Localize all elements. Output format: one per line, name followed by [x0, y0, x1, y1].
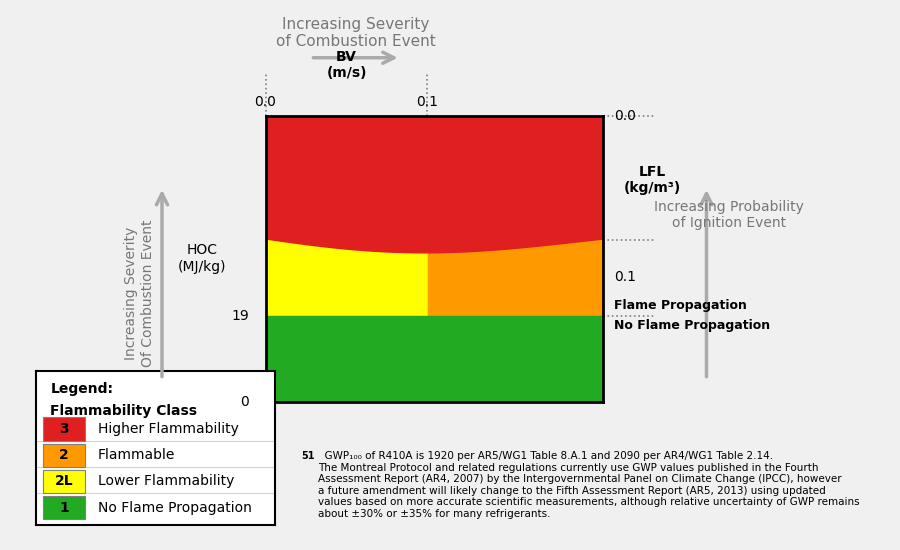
Text: 1: 1: [59, 500, 69, 515]
Bar: [43, 470, 85, 493]
Text: 3: 3: [59, 422, 69, 436]
Text: 0.1: 0.1: [614, 270, 635, 284]
Text: 51: 51: [302, 451, 315, 461]
Text: Legend:: Legend:: [50, 382, 113, 396]
Text: Higher Flammability: Higher Flammability: [98, 422, 239, 436]
Text: GWP₁₀₀ of R410A is 1920 per AR5/WG1 Table 8.A.1 and 2090 per AR4/WG1 Table 2.14.: GWP₁₀₀ of R410A is 1920 per AR5/WG1 Tabl…: [318, 451, 860, 519]
Bar: [43, 496, 85, 519]
Text: BV
(m/s): BV (m/s): [326, 50, 367, 80]
Text: No Flame Propagation: No Flame Propagation: [98, 500, 252, 515]
Text: LFL
(kg/m³): LFL (kg/m³): [624, 164, 681, 195]
Text: 19: 19: [231, 309, 249, 323]
Text: 0.0: 0.0: [614, 108, 635, 123]
Text: Flammability Class: Flammability Class: [50, 404, 197, 417]
Text: 2: 2: [59, 448, 69, 462]
Bar: [43, 444, 85, 467]
Text: Lower Flammability: Lower Flammability: [98, 474, 234, 488]
Text: Flammable: Flammable: [98, 448, 176, 462]
Text: Increasing Severity
of Combustion Event: Increasing Severity of Combustion Event: [275, 16, 436, 49]
Text: Increasing Probability
of Ignition Event: Increasing Probability of Ignition Event: [654, 200, 804, 230]
Text: 0.1: 0.1: [417, 95, 438, 109]
Text: HOC
(MJ/kg): HOC (MJ/kg): [178, 244, 227, 273]
Text: 0.0: 0.0: [255, 95, 276, 109]
Text: No Flame Propagation: No Flame Propagation: [614, 319, 770, 332]
Text: Increasing Severity
Of Combustion Event: Increasing Severity Of Combustion Event: [124, 219, 155, 366]
Text: 0: 0: [240, 394, 249, 409]
Text: 2L: 2L: [55, 474, 74, 488]
Text: Flame Propagation: Flame Propagation: [614, 299, 747, 312]
Bar: [43, 417, 85, 441]
